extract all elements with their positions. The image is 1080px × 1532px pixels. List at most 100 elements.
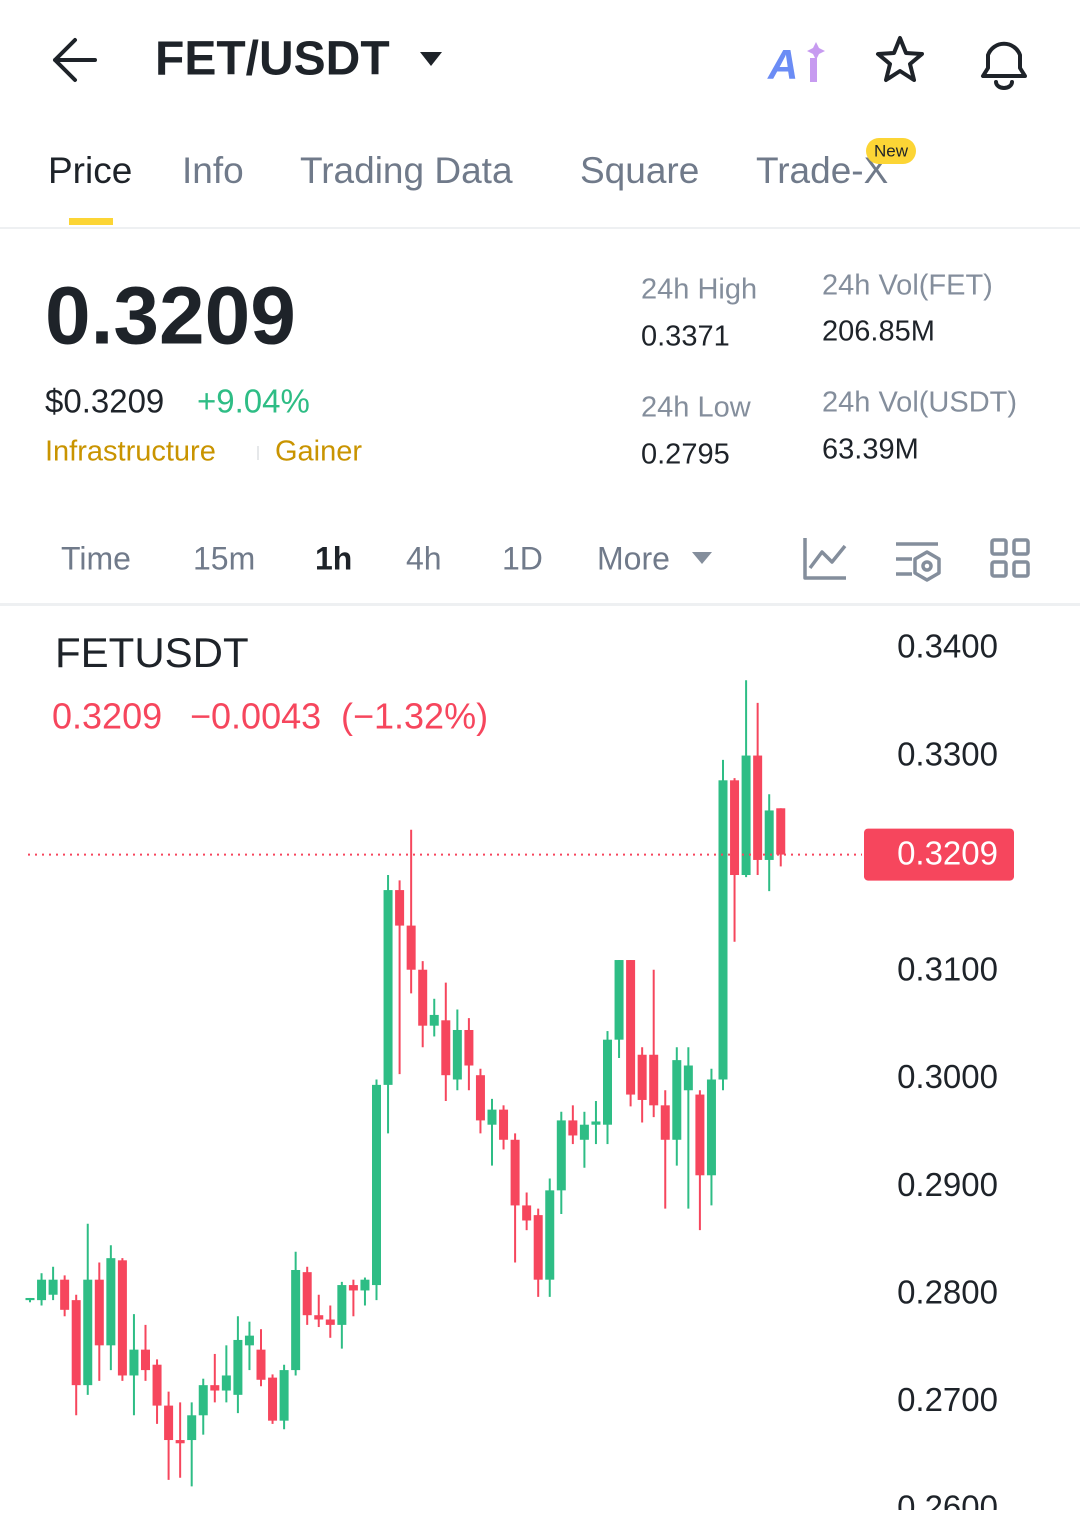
candle-body [279, 1370, 289, 1421]
back-button[interactable] [53, 38, 97, 82]
y-tick-label: 0.2600 [897, 1489, 998, 1526]
chart: 0.34000.33000.32000.31000.30000.29000.28… [25, 628, 1014, 1526]
candle-body [499, 1109, 509, 1140]
candle-body [464, 1029, 474, 1066]
candle-body [302, 1272, 312, 1316]
stat-label: 24h Vol(FET) [822, 270, 993, 302]
alert-button[interactable] [981, 41, 1027, 90]
stat-value: 0.3371 [641, 321, 730, 353]
candle-body [314, 1315, 324, 1320]
interval[interactable]: Time [61, 540, 131, 576]
candle-body [475, 1075, 485, 1121]
candle-body [441, 1020, 451, 1076]
favorite-button[interactable] [876, 36, 924, 82]
candle-body [244, 1335, 254, 1346]
candle-body [406, 925, 416, 970]
tag[interactable]: Infrastructure [45, 436, 216, 468]
candle-body [718, 780, 728, 1080]
candle-body [337, 1285, 347, 1325]
candle-body [626, 960, 636, 1095]
more-dropdown[interactable] [692, 552, 712, 564]
candle-body [25, 1297, 35, 1301]
candle-body [164, 1405, 174, 1441]
stat-value: 206.85M [822, 316, 935, 348]
candle-body [452, 1029, 462, 1080]
divider [0, 227, 1080, 229]
candle-body [753, 755, 763, 860]
candle-body [487, 1109, 497, 1125]
interval[interactable]: 1D [502, 540, 543, 576]
candle-body [429, 1014, 439, 1026]
stat-value: 0.2795 [641, 439, 730, 471]
candle-body [649, 1054, 659, 1106]
candle-body [348, 1285, 358, 1291]
candle-body [672, 1060, 682, 1140]
candle-body [94, 1279, 104, 1346]
last-price: 0.3209 [45, 271, 296, 362]
interval[interactable]: 4h [406, 540, 442, 576]
y-tick-label: 0.3100 [897, 951, 998, 988]
candle-body [741, 755, 751, 876]
layout-button[interactable] [990, 538, 1030, 578]
pair-title[interactable]: FET/USDT [155, 33, 390, 86]
new-badge [866, 138, 916, 164]
y-tick-label: 0.3400 [897, 628, 998, 665]
candle-body [418, 969, 428, 1026]
tag[interactable]: Gainer [275, 436, 362, 468]
candle-body [291, 1269, 301, 1371]
stat-label: 24h Low [641, 392, 752, 424]
tab[interactable]: Price [48, 150, 132, 191]
candle-body [603, 1039, 612, 1125]
badge-text: New [874, 141, 909, 160]
candle-body [152, 1364, 162, 1406]
candle-body [556, 1120, 566, 1191]
tab[interactable]: Trading Data [300, 150, 513, 191]
ai-button[interactable]: A [767, 41, 825, 88]
candle-body [233, 1339, 243, 1395]
candle-body [221, 1375, 231, 1391]
interval[interactable]: More [597, 540, 670, 576]
interval[interactable]: 15m [193, 540, 255, 576]
tab[interactable]: Info [182, 150, 244, 191]
candle-body [175, 1440, 185, 1444]
tab[interactable]: Trade-X [756, 150, 888, 191]
candle-body [706, 1079, 716, 1176]
price-change: +9.04% [197, 383, 310, 420]
candle-body [360, 1279, 370, 1291]
candle-body [106, 1258, 116, 1346]
candle-body [141, 1349, 150, 1371]
indicator-button[interactable] [803, 538, 847, 580]
svg-text:A: A [767, 41, 798, 88]
candle-body [683, 1065, 693, 1091]
candle-body [37, 1279, 47, 1301]
y-tick-label: 0.3300 [897, 735, 998, 772]
tab[interactable]: Square [580, 150, 699, 191]
candle-body [129, 1349, 139, 1376]
y-tick-label: 0.2700 [897, 1381, 998, 1418]
interval[interactable]: 1h [315, 540, 352, 576]
candle-body [579, 1124, 589, 1140]
chart-title: FETUSDT [55, 629, 249, 676]
chart-subtitle: 0.3209 [52, 696, 162, 737]
candle-body [591, 1121, 601, 1125]
stat-label: 24h Vol(USDT) [822, 387, 1017, 419]
candle-body [83, 1279, 93, 1386]
tag-separator [257, 446, 259, 460]
usd-price: $0.3209 [45, 383, 164, 420]
candle-body [210, 1385, 220, 1391]
candle-body [187, 1415, 197, 1441]
pair-dropdown[interactable] [420, 52, 442, 66]
y-tick-label: 0.3000 [897, 1058, 998, 1095]
candle-body [776, 808, 786, 855]
candle-body [522, 1205, 532, 1221]
candle-body [383, 890, 393, 1085]
settings-button[interactable] [896, 542, 941, 582]
candle-body [764, 810, 774, 860]
candle-body [510, 1139, 520, 1206]
price-tag-label: 0.3209 [897, 834, 998, 871]
candle-body [268, 1377, 278, 1421]
candle-body [614, 960, 624, 1040]
divider [0, 603, 1080, 606]
